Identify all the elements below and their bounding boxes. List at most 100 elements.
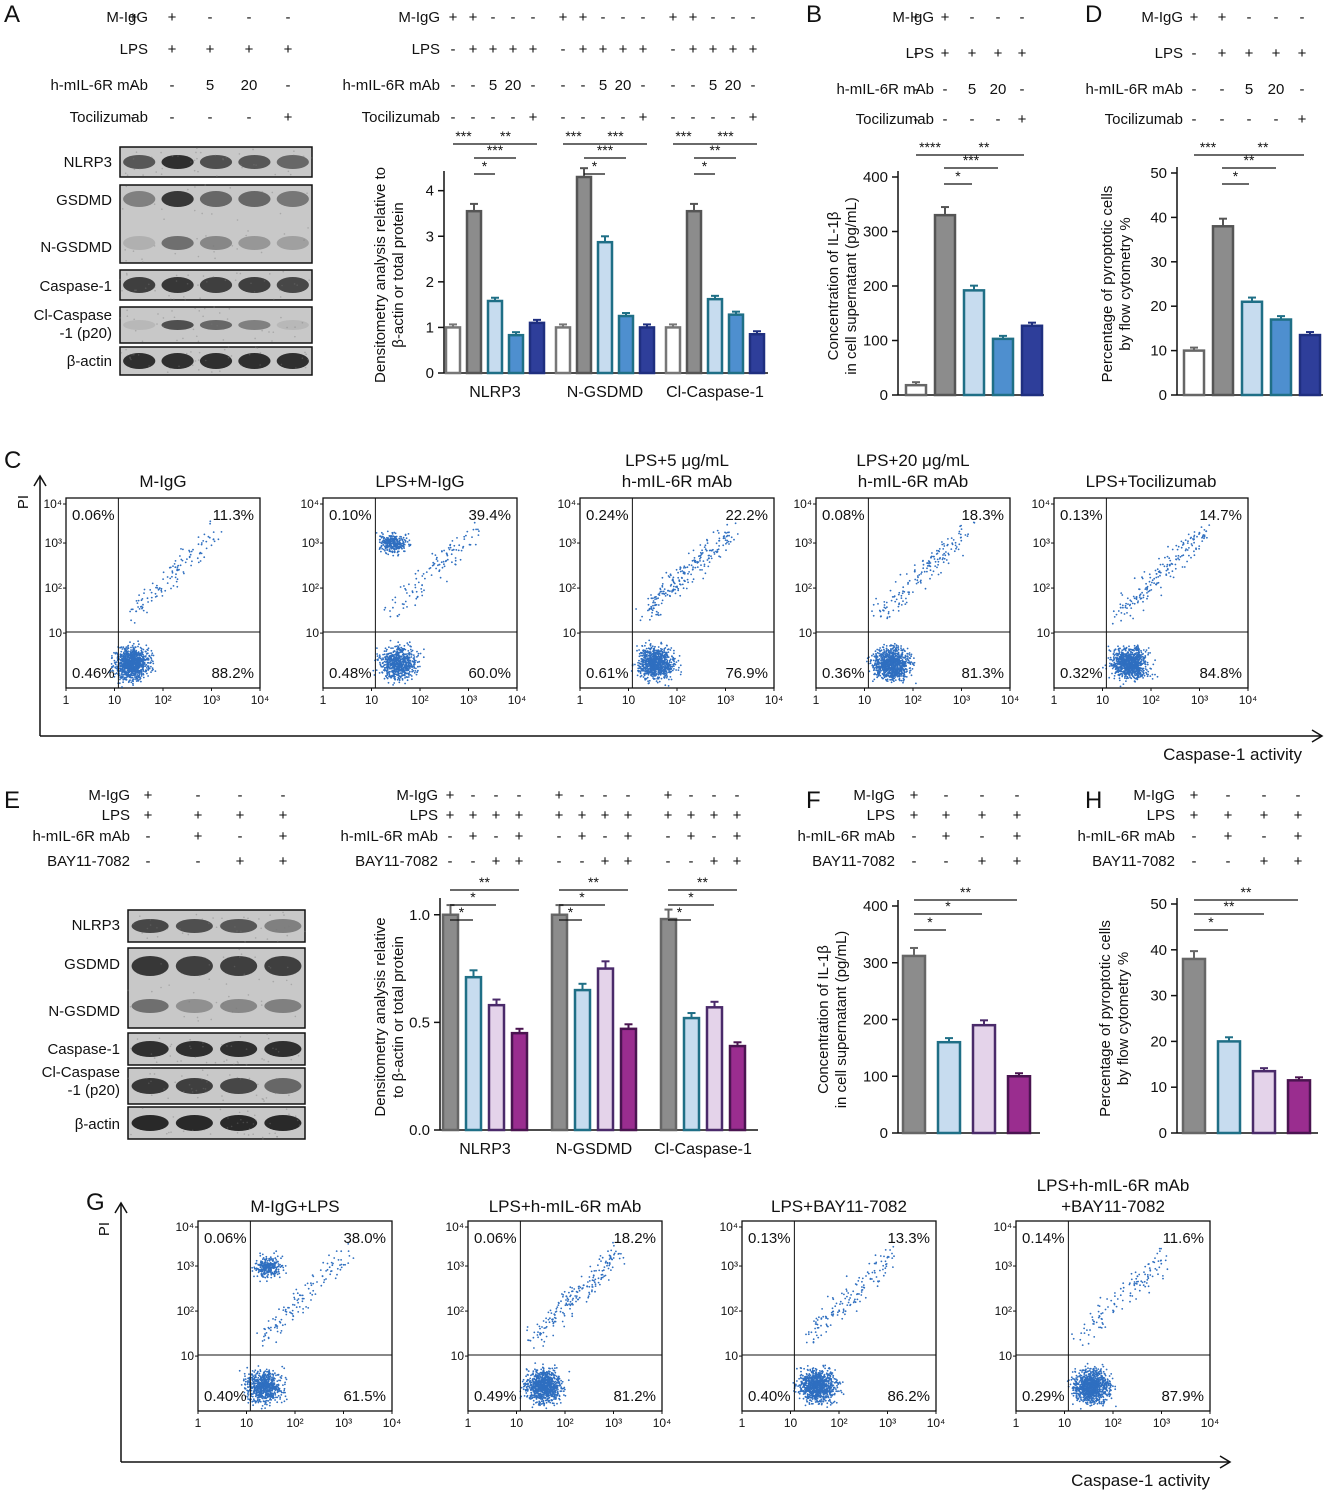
plot-frame bbox=[322, 497, 518, 689]
x-tick-label: 10³ bbox=[717, 693, 734, 707]
condition-label: LPS bbox=[412, 41, 440, 58]
flow-dot bbox=[133, 651, 136, 654]
condition-sign: - bbox=[711, 9, 716, 26]
condition-sign: - bbox=[641, 9, 646, 26]
flow-dot bbox=[396, 659, 398, 662]
flow-dot bbox=[200, 543, 203, 546]
flow-dot bbox=[414, 659, 417, 662]
flow-dot bbox=[411, 666, 413, 669]
flow-dot bbox=[130, 676, 133, 679]
flow-dot bbox=[402, 674, 405, 677]
condition-sign: - bbox=[996, 9, 1001, 26]
blot-noise bbox=[148, 365, 150, 367]
flow-dot bbox=[724, 537, 726, 539]
y-tick-label: 0 bbox=[1159, 387, 1167, 404]
flow-dot bbox=[663, 588, 666, 590]
flow-dot bbox=[706, 539, 709, 542]
flow-dot bbox=[377, 658, 379, 661]
flow-dot bbox=[941, 541, 943, 543]
flow-dot bbox=[415, 577, 418, 580]
blot-noise bbox=[238, 153, 241, 155]
flow-dot bbox=[650, 615, 653, 618]
flow-dot bbox=[417, 669, 419, 672]
flow-dot bbox=[967, 533, 969, 536]
flow-dot bbox=[131, 671, 134, 674]
condition-sign: + bbox=[168, 9, 177, 26]
x-tick-label: 10³ bbox=[460, 693, 477, 707]
blot-noise bbox=[234, 279, 237, 282]
flow-dot bbox=[405, 661, 408, 664]
bar bbox=[528, 321, 546, 375]
flow-dot bbox=[718, 539, 720, 542]
flow-dot bbox=[122, 652, 125, 655]
flow-dot bbox=[687, 581, 689, 584]
bar bbox=[1182, 349, 1206, 397]
flow-dot bbox=[957, 548, 960, 551]
flow-dot bbox=[175, 580, 178, 583]
flow-dot bbox=[635, 608, 637, 610]
significance-label: * bbox=[702, 158, 708, 174]
flow-dot bbox=[411, 670, 413, 673]
flow-dot bbox=[389, 639, 392, 642]
condition-sign: 20 bbox=[505, 77, 522, 94]
flow-dot bbox=[937, 573, 940, 576]
flow-dot bbox=[651, 611, 653, 614]
condition-sign: + bbox=[749, 109, 758, 126]
flow-dot bbox=[876, 651, 879, 654]
flow-dot bbox=[677, 571, 679, 574]
flow-dot bbox=[443, 563, 445, 566]
flow-dot bbox=[669, 676, 672, 678]
flow-dot bbox=[421, 584, 423, 587]
bar bbox=[727, 313, 745, 375]
x-tick-label: 10⁴ bbox=[508, 693, 527, 707]
flow-dot bbox=[147, 668, 150, 671]
flow-dot bbox=[123, 660, 126, 663]
condition-sign: - bbox=[996, 111, 1001, 128]
quadrant-lower-right: 60.0% bbox=[468, 665, 511, 682]
flow-dot bbox=[960, 539, 963, 542]
flow-dot bbox=[382, 544, 385, 546]
panel-letter-f: F bbox=[806, 787, 821, 814]
flow-dot bbox=[142, 603, 144, 606]
flow-dot bbox=[648, 668, 651, 670]
flow-dot bbox=[389, 535, 391, 537]
bar-header-a: M-IgG + + - - - + + - - - + + - - -LPS - + + + + - + + + + - + + + +h-… bbox=[342, 9, 757, 126]
flow-dot bbox=[145, 667, 148, 669]
flow-dot bbox=[891, 596, 894, 598]
flow-dot bbox=[869, 659, 872, 661]
blot-band bbox=[199, 277, 233, 293]
flow-dot bbox=[176, 566, 179, 568]
flow-dot bbox=[671, 591, 673, 593]
flow-dot bbox=[879, 668, 882, 671]
flow-dot bbox=[119, 662, 122, 665]
flow-dot bbox=[398, 681, 401, 684]
flow-dot bbox=[681, 583, 684, 586]
flow-dot bbox=[642, 676, 645, 678]
flow-dot bbox=[899, 657, 902, 659]
flow-dot bbox=[726, 523, 729, 526]
flow-dot bbox=[392, 647, 394, 649]
flow-dot bbox=[717, 532, 720, 534]
flow-dot bbox=[147, 666, 150, 669]
blot-noise bbox=[194, 186, 196, 188]
flow-dot bbox=[382, 657, 384, 659]
flow-dot bbox=[881, 659, 883, 661]
flow-dot bbox=[958, 530, 961, 533]
flow-dot bbox=[386, 648, 388, 651]
flow-dot bbox=[657, 651, 660, 653]
flow-dot bbox=[391, 546, 394, 548]
flow-dot bbox=[436, 556, 438, 559]
blot-band bbox=[238, 277, 271, 293]
condition-label: h-mIL-6R mAb bbox=[836, 81, 934, 98]
flow-dot bbox=[137, 678, 139, 681]
flow-dot bbox=[137, 606, 140, 608]
flow-dot bbox=[171, 571, 174, 574]
significance-label: ** bbox=[1244, 152, 1255, 168]
flow-dot bbox=[382, 533, 384, 535]
flow-dot bbox=[702, 560, 705, 562]
flow-dot bbox=[658, 594, 661, 596]
blot-noise bbox=[125, 259, 127, 262]
flow-dot bbox=[190, 564, 193, 567]
flow-dot bbox=[902, 661, 905, 664]
